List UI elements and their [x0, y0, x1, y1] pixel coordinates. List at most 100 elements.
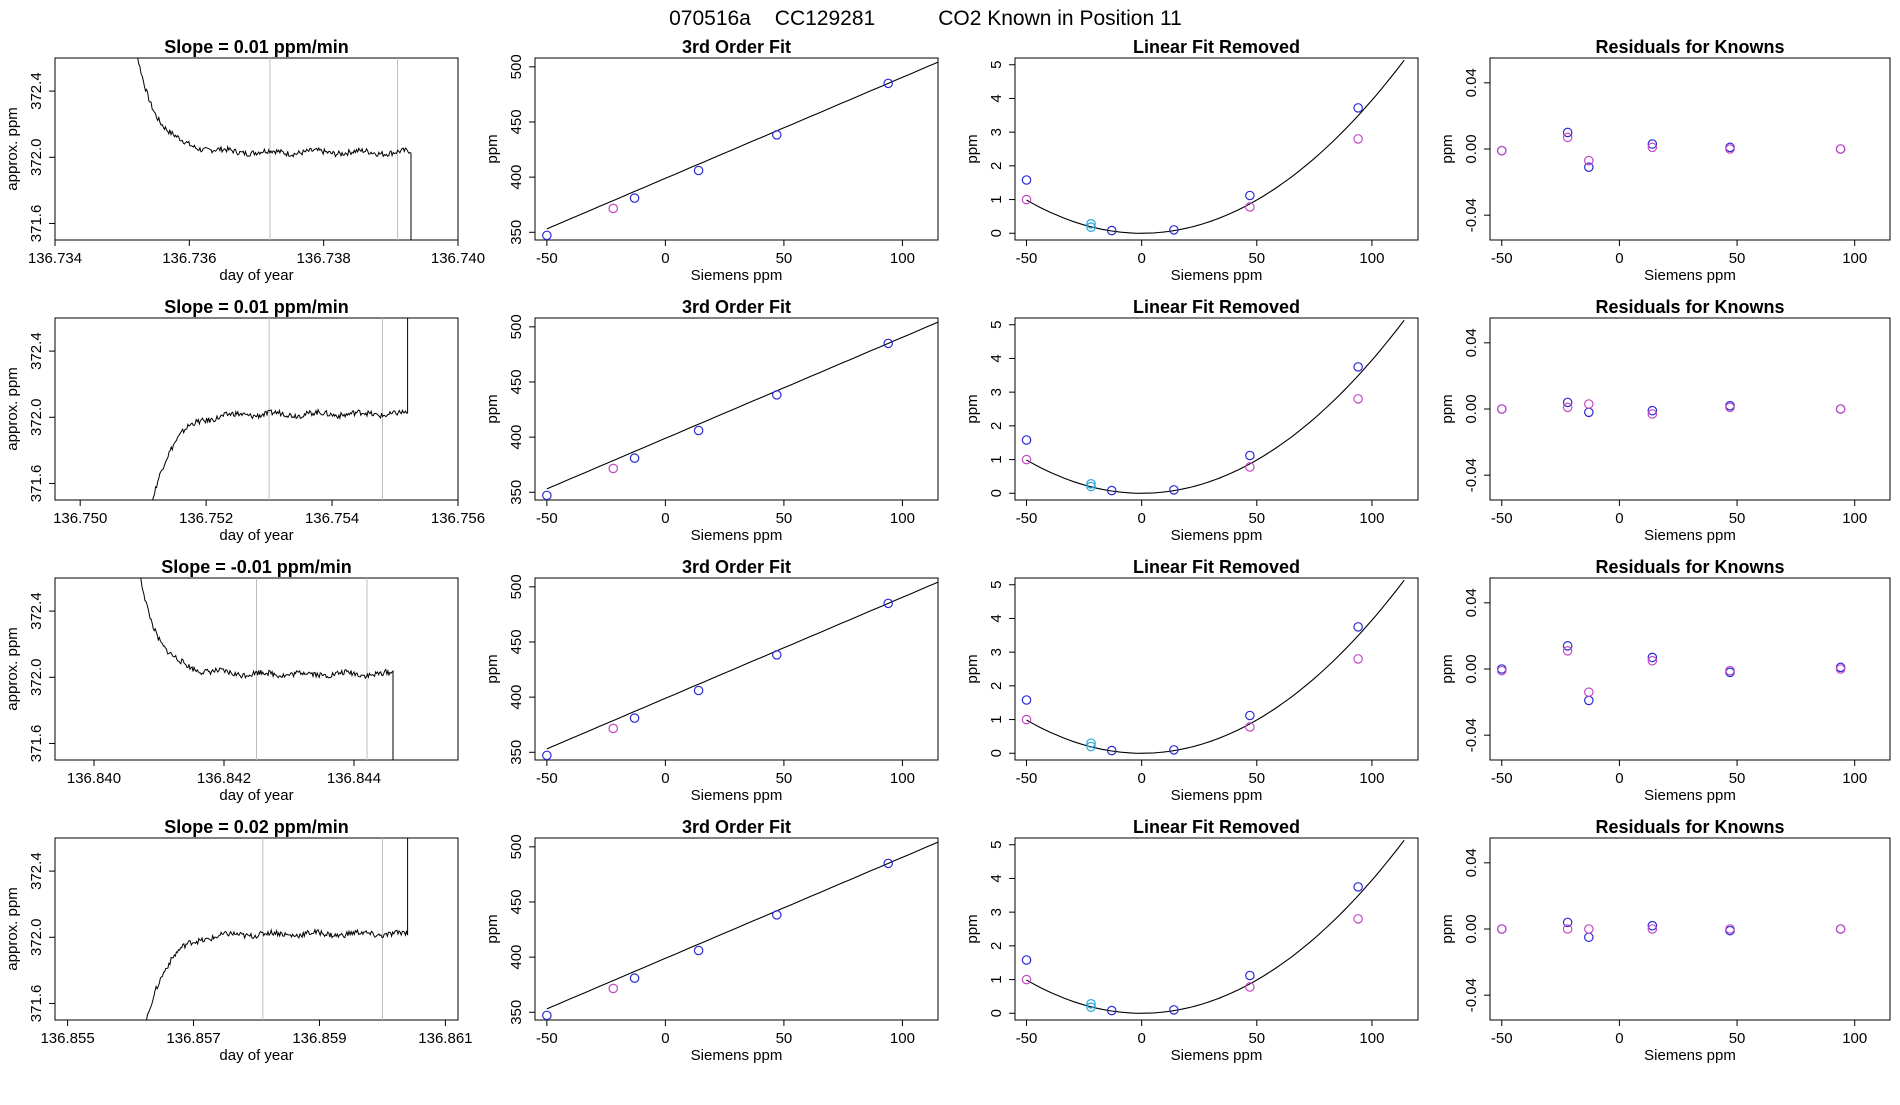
- x-tick-label: 136.857: [166, 1030, 220, 1047]
- y-tick-label: 400: [508, 425, 525, 450]
- data-point-knowns: [1169, 225, 1179, 235]
- x-axis-label: day of year: [219, 1047, 293, 1064]
- data-point-other: [1647, 409, 1658, 419]
- y-tick-label: 400: [508, 945, 525, 970]
- concentration-trace: [130, 838, 409, 1021]
- data-point-knowns: [542, 230, 552, 241]
- x-tick-label: 136.752: [179, 510, 233, 527]
- fit-curve: [546, 841, 939, 1010]
- plot-frame: [1014, 577, 1419, 761]
- y-tick-label: 4: [988, 614, 1005, 622]
- y-tick-label: 372.4: [28, 852, 45, 890]
- y-tick-label: 4: [988, 354, 1005, 362]
- panel-title: Linear Fit Removed: [1133, 37, 1300, 57]
- y-tick-label: 500: [508, 314, 525, 339]
- data-point-knowns: [542, 1010, 552, 1021]
- y-axis-label: ppm: [1439, 654, 1456, 683]
- x-tick-label: 0: [661, 250, 669, 267]
- x-tick-label: 50: [1729, 250, 1746, 267]
- data-point-other: [1021, 454, 1032, 465]
- panel-r2-c1: 3rd Order Fit -50 0 50 100 350 400 450 500 Siemen…: [484, 557, 939, 804]
- x-tick-label: -50: [1491, 1030, 1513, 1047]
- x-tick-label: -50: [1491, 510, 1513, 527]
- x-tick-label: -50: [536, 250, 558, 267]
- x-axis-label: Siemens ppm: [1644, 787, 1736, 804]
- data-point-other: [1835, 144, 1846, 154]
- y-axis-label: ppm: [964, 914, 981, 943]
- fit-curve: [1026, 579, 1405, 754]
- data-point-cyan: [1086, 741, 1096, 752]
- data-point-knowns: [1169, 485, 1179, 495]
- y-tick-label: 4: [988, 874, 1005, 882]
- data-point-knowns: [1245, 970, 1255, 981]
- data-point-other: [1835, 924, 1846, 934]
- data-point-other: [1353, 914, 1363, 924]
- x-axis-label: Siemens ppm: [1171, 787, 1263, 804]
- x-tick-label: 0: [661, 770, 669, 787]
- panel-title: Linear Fit Removed: [1133, 817, 1300, 837]
- plot-frame: [534, 57, 939, 241]
- y-axis-label: ppm: [1439, 134, 1456, 163]
- data-point-knowns: [883, 338, 894, 349]
- data-point-other: [1647, 924, 1658, 934]
- panel-title: 3rd Order Fit: [682, 557, 791, 577]
- data-point-cyan: [1086, 1002, 1096, 1012]
- figure-title-description: CO2 Known in Position 11: [938, 7, 1182, 30]
- data-point-other: [1647, 142, 1658, 153]
- plot-frame: [54, 837, 459, 1021]
- x-tick-label: 136.754: [305, 510, 359, 527]
- panel-title: Slope = 0.02 ppm/min: [164, 817, 349, 837]
- x-tick-label: 50: [1729, 1030, 1746, 1047]
- plot-frame: [534, 577, 939, 761]
- panel-title: Linear Fit Removed: [1133, 557, 1300, 577]
- y-tick-label: 0.00: [1463, 394, 1480, 423]
- y-tick-label: 2: [988, 682, 1005, 690]
- concentration-trace: [126, 577, 394, 760]
- y-tick-label: 450: [508, 369, 525, 394]
- data-point-knowns: [629, 193, 640, 203]
- x-tick-label: 100: [1359, 770, 1384, 787]
- data-point-knowns: [1353, 362, 1363, 372]
- y-tick-label: 0.04: [1463, 328, 1480, 357]
- data-point-other: [1021, 974, 1032, 985]
- data-point-other: [1245, 462, 1255, 472]
- y-tick-label: 1: [988, 195, 1005, 203]
- data-point-knowns: [1245, 710, 1255, 721]
- x-axis-label: day of year: [219, 787, 293, 804]
- y-axis-label: ppm: [1439, 394, 1456, 423]
- data-point-other: [1647, 655, 1658, 666]
- x-tick-label: 100: [890, 1030, 915, 1047]
- data-point-knowns: [629, 713, 640, 723]
- y-tick-label: 500: [508, 54, 525, 79]
- y-tick-label: 0: [988, 749, 1005, 757]
- y-tick-label: 400: [508, 685, 525, 710]
- x-tick-label: 50: [776, 510, 793, 527]
- data-point-other: [1353, 134, 1363, 144]
- y-tick-label: 371.6: [28, 985, 45, 1023]
- x-tick-label: 136.842: [197, 770, 251, 787]
- fit-curve: [1026, 59, 1405, 234]
- figure-title: 070516a CC129281 CO2 Known in Position 1…: [669, 7, 1182, 30]
- panel-r0-c2: Linear Fit Removed -50 0 50 100 0 1 2 3 4 5 Siemens…: [964, 37, 1419, 284]
- data-point-other: [1353, 654, 1363, 664]
- data-point-knowns: [771, 650, 782, 660]
- data-point-knowns: [1584, 695, 1594, 706]
- x-tick-label: 100: [1842, 1030, 1867, 1047]
- x-axis-label: Siemens ppm: [1644, 527, 1736, 544]
- data-point-knowns: [542, 750, 552, 761]
- plot-frame: [534, 317, 939, 501]
- y-tick-label: 1: [988, 975, 1005, 983]
- x-tick-label: 50: [1248, 770, 1265, 787]
- y-tick-label: -0.04: [1463, 718, 1480, 752]
- data-point-other: [1496, 665, 1507, 676]
- y-tick-label: 372.0: [28, 658, 45, 696]
- data-point-other: [1496, 924, 1507, 934]
- y-tick-label: 372.4: [28, 332, 45, 370]
- data-point-knowns: [693, 945, 704, 956]
- x-tick-label: -50: [1491, 250, 1513, 267]
- x-tick-label: -50: [536, 510, 558, 527]
- data-point-knowns: [1021, 175, 1032, 185]
- x-tick-label: 136.750: [53, 510, 107, 527]
